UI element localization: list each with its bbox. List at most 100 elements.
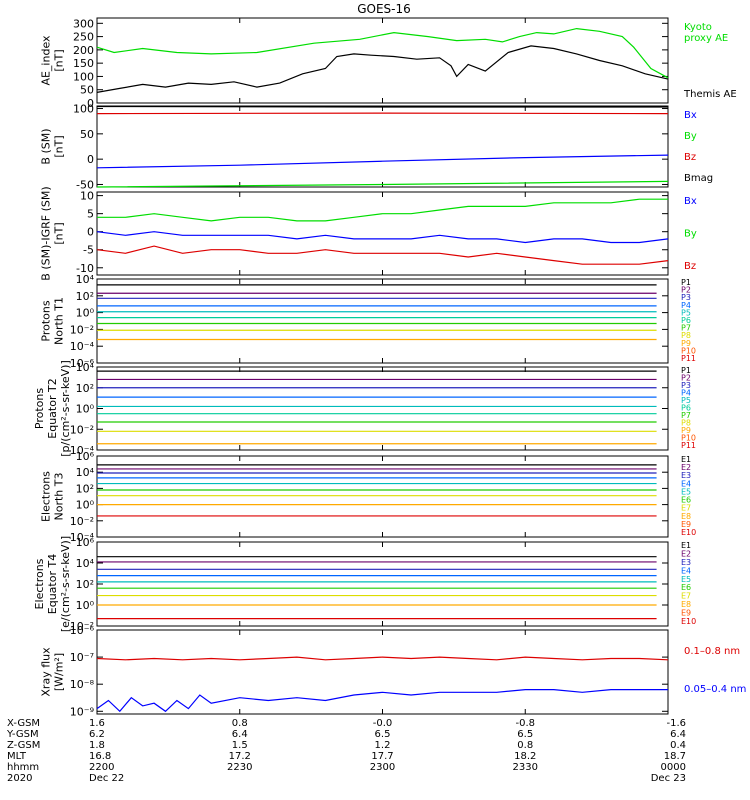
- x-axis-value: 17.2: [229, 751, 251, 762]
- panel-bsm: -50 0 50 100 B (SM) [nT] Bx By Bz Bmag: [40, 103, 714, 192]
- y-axis-label: Xray flux: [40, 647, 53, 697]
- y-tick-label: 150: [73, 57, 94, 70]
- legend-p11: P11: [681, 354, 696, 363]
- x-axis-value: 18.2: [514, 751, 536, 762]
- legend-0-05-0-4-nm: 0.05–0.4 nm: [684, 684, 746, 695]
- x-axis-row-label: Y-GSM: [6, 729, 39, 740]
- y-tick-label: 300: [73, 17, 94, 30]
- y-tick-label: 10⁴: [76, 466, 95, 479]
- y-axis-label: Protons: [40, 300, 53, 341]
- y-tick-label: 10⁻⁶: [70, 624, 95, 637]
- y-tick-label: 10⁻⁹: [70, 705, 94, 718]
- legend-kyoto-proxy-ae: proxy AE: [684, 33, 728, 44]
- x-axis-row-label: MLT: [7, 751, 27, 762]
- y-axis-label: North T1: [53, 297, 66, 345]
- legend-p6: P6: [681, 316, 691, 325]
- legend-kyoto-proxy-ae: Kyoto: [684, 22, 712, 33]
- legend-p4: P4: [681, 389, 691, 398]
- x-axis-value: 0000: [661, 762, 686, 773]
- legend-p5: P5: [681, 308, 691, 317]
- legend-p11: P11: [681, 441, 696, 450]
- legend-e6: E6: [681, 583, 691, 592]
- y-axis-label: [nT]: [53, 135, 66, 157]
- series-line-themis-ae: [96, 45, 669, 93]
- legend-p9: P9: [681, 339, 691, 348]
- legend-e3: E3: [681, 558, 691, 567]
- series-line-bx: [96, 231, 669, 244]
- legend-e8: E8: [681, 600, 691, 609]
- legend-e7: E7: [681, 592, 691, 601]
- x-axis-value: 0.8: [232, 718, 248, 729]
- panel-xray: 10⁻⁹ 10⁻⁸ 10⁻⁷ 10⁻⁶ Xray flux [W/m²] 0.1–0.8 n…: [40, 624, 747, 718]
- series-line-0-05-0-4-nm: [96, 688, 668, 713]
- legend-e10: E10: [681, 528, 696, 537]
- y-tick-label: -5: [83, 244, 94, 257]
- y-tick-label: 200: [73, 44, 94, 57]
- y-tick-label: 10⁶: [76, 536, 95, 549]
- y-tick-label: 100: [73, 103, 94, 116]
- y-tick-label: 10⁻⁷: [70, 651, 94, 664]
- legend-themis-ae: Themis AE: [683, 89, 737, 100]
- legend-bx: Bx: [684, 196, 697, 207]
- legend-p3: P3: [681, 381, 691, 390]
- legend-e1: E1: [681, 541, 691, 550]
- legend-p2: P2: [681, 286, 691, 295]
- x-axis-value: 1.2: [375, 740, 391, 751]
- x-axis-value: 16.8: [89, 751, 111, 762]
- legend-e6: E6: [681, 496, 691, 505]
- y-tick-label: 10²: [76, 482, 94, 495]
- y-axis-label: Equator T2: [46, 378, 59, 438]
- y-axis-label: [W/m²]: [53, 653, 66, 691]
- y-tick-label: 10⁴: [76, 557, 95, 570]
- legend-bmag: Bmag: [684, 173, 713, 184]
- legend-e10: E10: [681, 617, 696, 626]
- y-tick-label: 0: [87, 97, 94, 110]
- y-tick-label: 10⁻⁴: [70, 340, 95, 353]
- y-axis-label: Protons: [33, 388, 46, 429]
- legend-p8: P8: [681, 419, 691, 428]
- legend-e7: E7: [681, 504, 691, 513]
- y-axis-label: Equator T4: [46, 554, 59, 614]
- y-axis-label: Electrons: [33, 558, 46, 609]
- series-line-bz: [96, 245, 669, 265]
- y-tick-label: 100: [73, 70, 94, 83]
- y-tick-label: -10: [76, 262, 94, 275]
- series-line-0-1-0-8-nm: [96, 656, 669, 661]
- y-tick-label: 50: [80, 84, 94, 97]
- y-tick-label: 10⁰: [76, 599, 95, 612]
- series-line-by: [97, 198, 668, 222]
- legend-0-1-0-8-nm: 0.1–0.8 nm: [684, 646, 740, 657]
- x-axis-value: 1.8: [89, 740, 105, 751]
- legend-e1: E1: [681, 455, 691, 464]
- y-tick-label: 5: [87, 208, 94, 221]
- y-tick-label: 10⁻²: [70, 515, 94, 528]
- legend-e4: E4: [681, 566, 691, 575]
- plot-title: GOES-16: [357, 2, 411, 16]
- x-axis-value: 2200: [89, 762, 114, 773]
- y-tick-label: 10²: [76, 290, 94, 303]
- legend-by: By: [684, 229, 697, 240]
- legend-p8: P8: [681, 331, 691, 340]
- legend-p9: P9: [681, 426, 691, 435]
- legend-by: By: [684, 131, 697, 142]
- panel-e_equator: 10⁻² 10⁰ 10² 10⁴ 10⁶ Electrons Equator T4 [e/(c…: [33, 536, 696, 633]
- x-axis-row-label: Z-GSM: [7, 740, 40, 751]
- y-tick-label: 10⁰: [76, 403, 95, 416]
- x-axis-value: -0.0: [373, 718, 393, 729]
- y-tick-label: 10⁶: [76, 450, 95, 463]
- legend-bz: Bz: [684, 261, 696, 272]
- legend-p7: P7: [681, 411, 691, 420]
- y-tick-label: 10⁻⁴: [70, 444, 95, 457]
- legend-p5: P5: [681, 396, 691, 405]
- legend-e8: E8: [681, 512, 691, 521]
- legend-p6: P6: [681, 404, 691, 413]
- legend-p2: P2: [681, 374, 691, 383]
- panel-bigrf: -10 -5 0 5 10 B (SM)-IGRF (SM) [nT] Bx By Bz: [40, 186, 697, 280]
- y-axis-label: North T3: [53, 473, 66, 521]
- x-axis-value: 6.2: [89, 729, 105, 740]
- y-axis-label: [p/(cm²-s-sr-keV)]: [59, 360, 72, 457]
- legend-e4: E4: [681, 479, 691, 488]
